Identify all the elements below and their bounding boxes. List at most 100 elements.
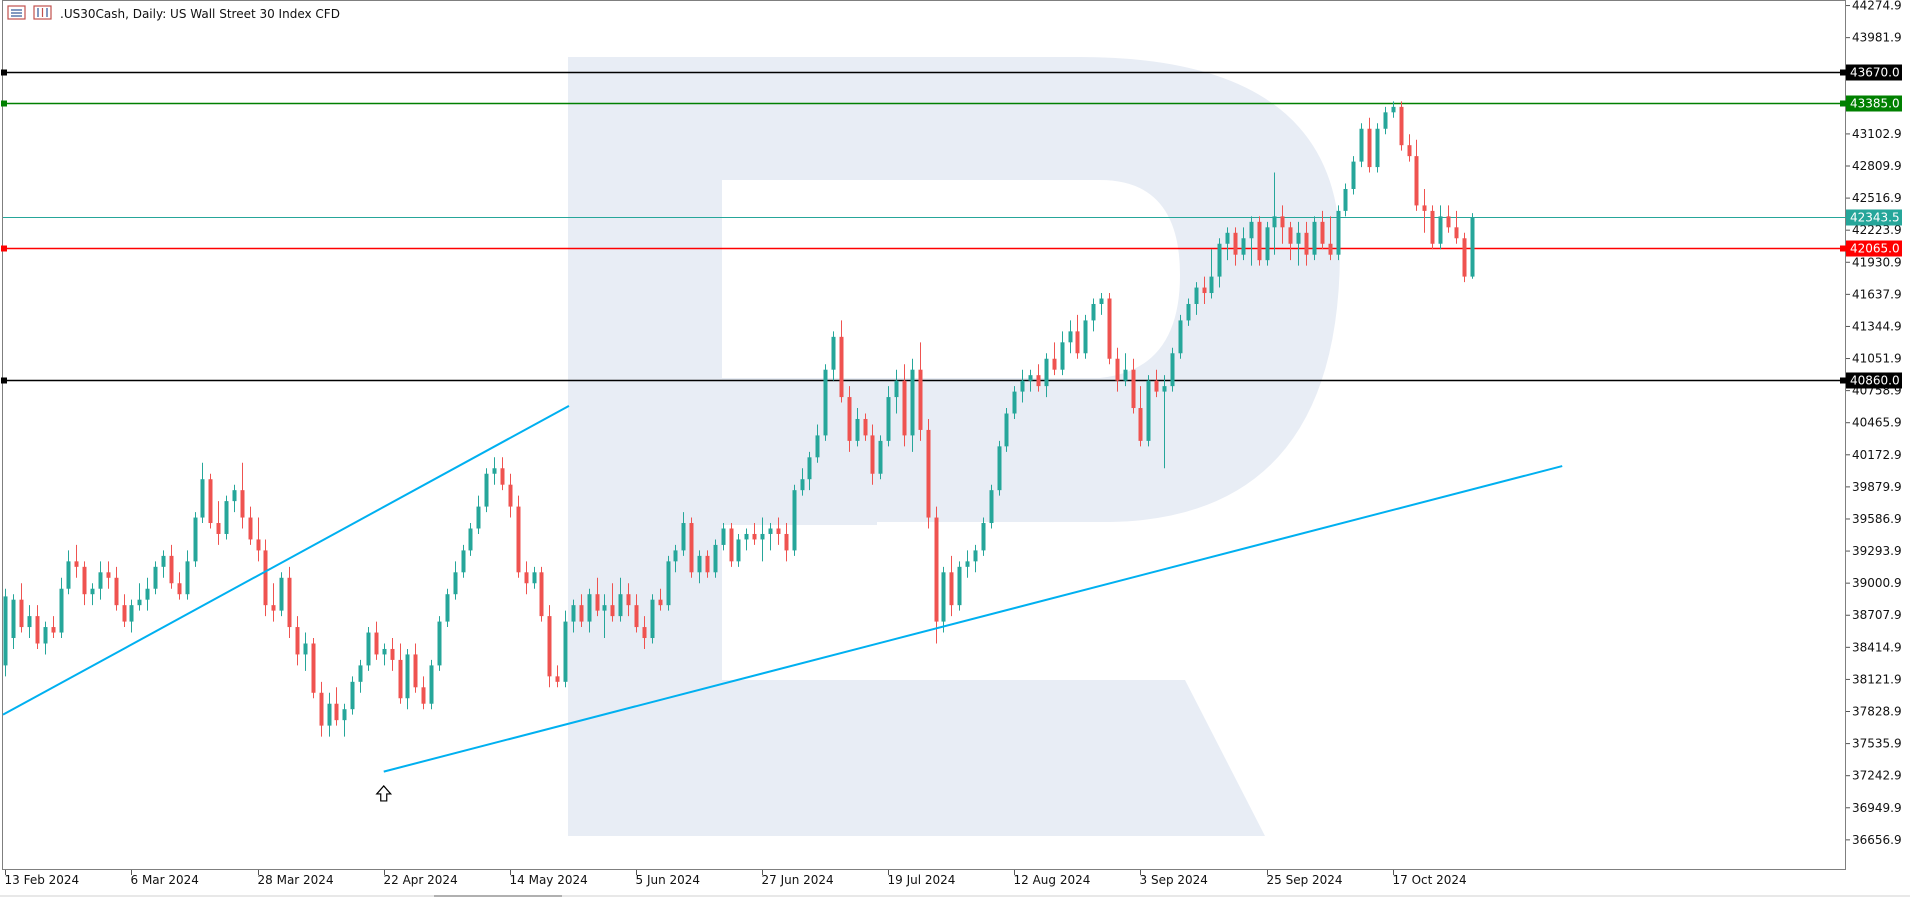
candle[interactable] xyxy=(721,523,726,551)
candle[interactable] xyxy=(1012,386,1017,419)
candle[interactable] xyxy=(965,550,970,578)
candle[interactable] xyxy=(445,588,450,628)
candle[interactable] xyxy=(705,550,710,578)
candle[interactable] xyxy=(1399,101,1404,151)
candle[interactable] xyxy=(524,561,529,595)
candle[interactable] xyxy=(894,369,899,414)
candle[interactable] xyxy=(303,632,308,671)
candle[interactable] xyxy=(1170,347,1175,392)
candle[interactable] xyxy=(539,566,544,622)
candle[interactable] xyxy=(823,364,828,441)
candle[interactable] xyxy=(1044,353,1049,398)
candle[interactable] xyxy=(398,643,403,704)
candle[interactable] xyxy=(129,599,134,633)
candle[interactable] xyxy=(1131,358,1136,414)
candle[interactable] xyxy=(1351,156,1356,195)
candle[interactable] xyxy=(689,517,694,578)
candle[interactable] xyxy=(1407,134,1412,162)
candle[interactable] xyxy=(137,583,142,611)
candle[interactable] xyxy=(169,544,174,589)
candle[interactable] xyxy=(1194,282,1199,315)
candle[interactable] xyxy=(11,594,16,649)
candle[interactable] xyxy=(910,358,915,452)
candle[interactable] xyxy=(1296,221,1301,266)
candle[interactable] xyxy=(1060,331,1065,376)
candle[interactable] xyxy=(1241,227,1246,261)
candle[interactable] xyxy=(1438,205,1443,250)
candle[interactable] xyxy=(1328,216,1333,261)
level-handle[interactable] xyxy=(1840,377,1846,384)
candle[interactable] xyxy=(374,621,379,660)
candle[interactable] xyxy=(1162,375,1167,469)
candle[interactable] xyxy=(563,610,568,688)
candle[interactable] xyxy=(784,523,789,562)
candle[interactable] xyxy=(342,703,347,737)
candle[interactable] xyxy=(413,643,418,693)
candle[interactable] xyxy=(602,594,607,639)
candle[interactable] xyxy=(815,424,820,463)
candle[interactable] xyxy=(1430,205,1435,250)
candle[interactable] xyxy=(1336,205,1341,261)
candle[interactable] xyxy=(981,517,986,556)
candle[interactable] xyxy=(1343,183,1348,217)
level-handle[interactable] xyxy=(1840,245,1846,252)
candle[interactable] xyxy=(1462,232,1467,283)
candle[interactable] xyxy=(1391,101,1396,118)
candle[interactable] xyxy=(863,413,868,441)
candle[interactable] xyxy=(1446,205,1451,233)
candle[interactable] xyxy=(421,676,426,710)
candle[interactable] xyxy=(673,544,678,573)
candle[interactable] xyxy=(82,561,87,606)
candle[interactable] xyxy=(185,550,190,600)
candle[interactable] xyxy=(697,550,702,584)
candle[interactable] xyxy=(1209,249,1214,299)
candle[interactable] xyxy=(1414,139,1419,211)
candle[interactable] xyxy=(926,418,931,529)
candle[interactable] xyxy=(153,561,158,595)
candle[interactable] xyxy=(642,616,647,649)
candle[interactable] xyxy=(177,572,182,600)
candle[interactable] xyxy=(224,495,229,540)
candle[interactable] xyxy=(248,506,253,545)
candle[interactable] xyxy=(1099,293,1104,315)
chart-type-icon[interactable] xyxy=(33,5,52,20)
candle[interactable] xyxy=(43,621,48,655)
candle[interactable] xyxy=(949,555,954,617)
candle[interactable] xyxy=(1383,106,1388,135)
candle[interactable] xyxy=(256,517,261,562)
candle[interactable] xyxy=(66,550,71,595)
candle[interactable] xyxy=(1217,238,1222,288)
candle[interactable] xyxy=(1272,172,1277,255)
candle[interactable] xyxy=(1265,221,1270,266)
candle[interactable] xyxy=(1138,386,1143,447)
candle[interactable] xyxy=(476,495,481,534)
candle[interactable] xyxy=(1304,221,1309,266)
candle[interactable] xyxy=(390,638,395,671)
candle[interactable] xyxy=(51,616,56,639)
candle[interactable] xyxy=(358,659,363,693)
candle[interactable] xyxy=(855,408,860,447)
candle[interactable] xyxy=(658,588,663,611)
candle[interactable] xyxy=(500,457,505,491)
candle[interactable] xyxy=(437,616,442,671)
candle[interactable] xyxy=(311,638,316,699)
candle[interactable] xyxy=(145,577,150,611)
candle[interactable] xyxy=(271,583,276,622)
chart-menu-icon[interactable] xyxy=(7,5,26,20)
candle[interactable] xyxy=(492,457,497,485)
candle[interactable] xyxy=(650,594,655,644)
candle[interactable] xyxy=(973,544,978,573)
candle[interactable] xyxy=(484,468,489,513)
candle[interactable] xyxy=(752,523,757,545)
level-handle[interactable] xyxy=(1840,100,1846,107)
candle[interactable] xyxy=(666,555,671,611)
candle[interactable] xyxy=(941,566,946,633)
candle[interactable] xyxy=(1312,216,1317,261)
level-handle[interactable] xyxy=(1,245,7,252)
candle[interactable] xyxy=(532,566,537,589)
candle[interactable] xyxy=(1178,314,1183,359)
candle[interactable] xyxy=(626,583,631,617)
candle[interactable] xyxy=(19,583,24,633)
level-handle[interactable] xyxy=(1,377,7,384)
